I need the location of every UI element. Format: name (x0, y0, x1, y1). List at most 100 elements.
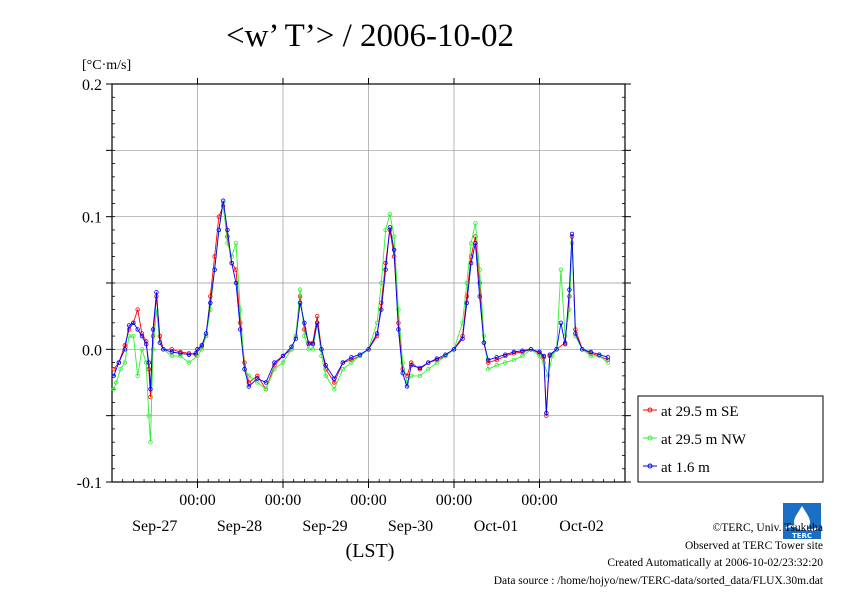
x-tick-time-label: 00:00 (350, 492, 386, 509)
data-point (391, 234, 397, 239)
data-point (255, 376, 260, 381)
data-point (494, 363, 499, 368)
data-point (567, 287, 572, 292)
data-point (122, 360, 128, 365)
data-point (122, 347, 128, 352)
data-point (169, 349, 175, 355)
data-point (481, 333, 487, 339)
data-point (417, 365, 422, 371)
data-point (208, 307, 213, 312)
data-point (340, 367, 346, 372)
data-point (263, 380, 269, 385)
data-point (460, 336, 465, 341)
data-point (464, 300, 470, 306)
data-point (473, 240, 478, 246)
data-point (229, 254, 234, 259)
data-point (193, 351, 198, 356)
data-point (310, 347, 316, 352)
x-tick-date-label: Sep-28 (217, 518, 262, 535)
data-point (297, 287, 303, 292)
data-point (135, 373, 140, 379)
data-point (409, 360, 414, 365)
data-point (114, 380, 119, 385)
data-point (357, 352, 363, 357)
data-point (161, 347, 166, 352)
data-point (562, 341, 568, 347)
data-point (293, 336, 299, 341)
data-point (186, 360, 192, 365)
data-point (310, 341, 316, 347)
data-point (319, 347, 324, 352)
data-point (520, 353, 525, 359)
data-point (503, 352, 508, 357)
data-point (212, 267, 217, 272)
data-point (111, 386, 116, 392)
data-point (400, 360, 405, 365)
x-tick-date-label: Oct-02 (559, 518, 603, 535)
data-point (605, 357, 611, 363)
data-point (544, 413, 549, 418)
data-point (148, 394, 153, 400)
data-point (310, 340, 316, 345)
legend-label: at 29.5 m NW (661, 432, 747, 448)
data-point (150, 347, 156, 352)
legend-swatch-marker (647, 463, 653, 469)
x-axis-label: (LST) (346, 540, 395, 562)
data-point (503, 360, 508, 365)
data-point (379, 280, 384, 286)
data-point (547, 352, 552, 357)
data-point (569, 231, 575, 237)
data-point (272, 367, 277, 372)
data-point (400, 371, 405, 376)
series-2 (111, 201, 611, 445)
data-point (537, 349, 542, 355)
data-point (135, 307, 140, 312)
data-point (468, 240, 474, 246)
data-point (332, 386, 337, 392)
data-point (486, 357, 491, 363)
data-point (306, 347, 311, 352)
x-axis: 00:00Sep-2800:00Sep-2900:00Sep-3000:00Oc… (111, 78, 626, 535)
data-point (302, 333, 307, 339)
legend-box (637, 395, 824, 483)
water-drop-icon (794, 506, 810, 530)
series-line (113, 203, 609, 443)
chart-title: <w’ T’> / 2006-10-02 (226, 18, 514, 54)
data-point (473, 221, 478, 226)
data-point (387, 211, 393, 217)
data-point (186, 352, 192, 357)
data-point (426, 360, 431, 365)
series-layer (111, 198, 611, 445)
data-point (225, 227, 230, 233)
data-point (229, 260, 234, 266)
data-point (143, 360, 149, 365)
data-point (468, 260, 474, 266)
terc-logo: TERC (783, 503, 821, 540)
data-point (391, 247, 397, 253)
data-point (323, 373, 328, 379)
y-tick-label: 0.0 (82, 342, 102, 359)
y-tick-label: 0.2 (82, 77, 102, 94)
wave-icon (785, 525, 819, 531)
data-point (597, 352, 602, 357)
x-tick-time-label: 00:00 (179, 492, 215, 509)
data-point (302, 320, 307, 325)
grid-lines (112, 83, 625, 483)
data-point (233, 280, 239, 286)
data-point (280, 360, 286, 365)
data-point (126, 323, 132, 328)
data-point (178, 353, 183, 359)
x-tick-date-label: Oct-01 (474, 518, 518, 535)
data-point (289, 344, 294, 349)
data-point (169, 347, 175, 352)
data-point (220, 198, 226, 203)
x-tick-time-label: 00:00 (265, 492, 301, 509)
observed-text: Observed at TERC Tower site (685, 540, 823, 552)
data-point (558, 267, 564, 272)
data-point (434, 356, 440, 361)
data-point (443, 352, 448, 357)
data-point (409, 363, 414, 368)
series-3 (111, 198, 611, 416)
data-point (111, 373, 116, 379)
data-point (246, 384, 251, 389)
